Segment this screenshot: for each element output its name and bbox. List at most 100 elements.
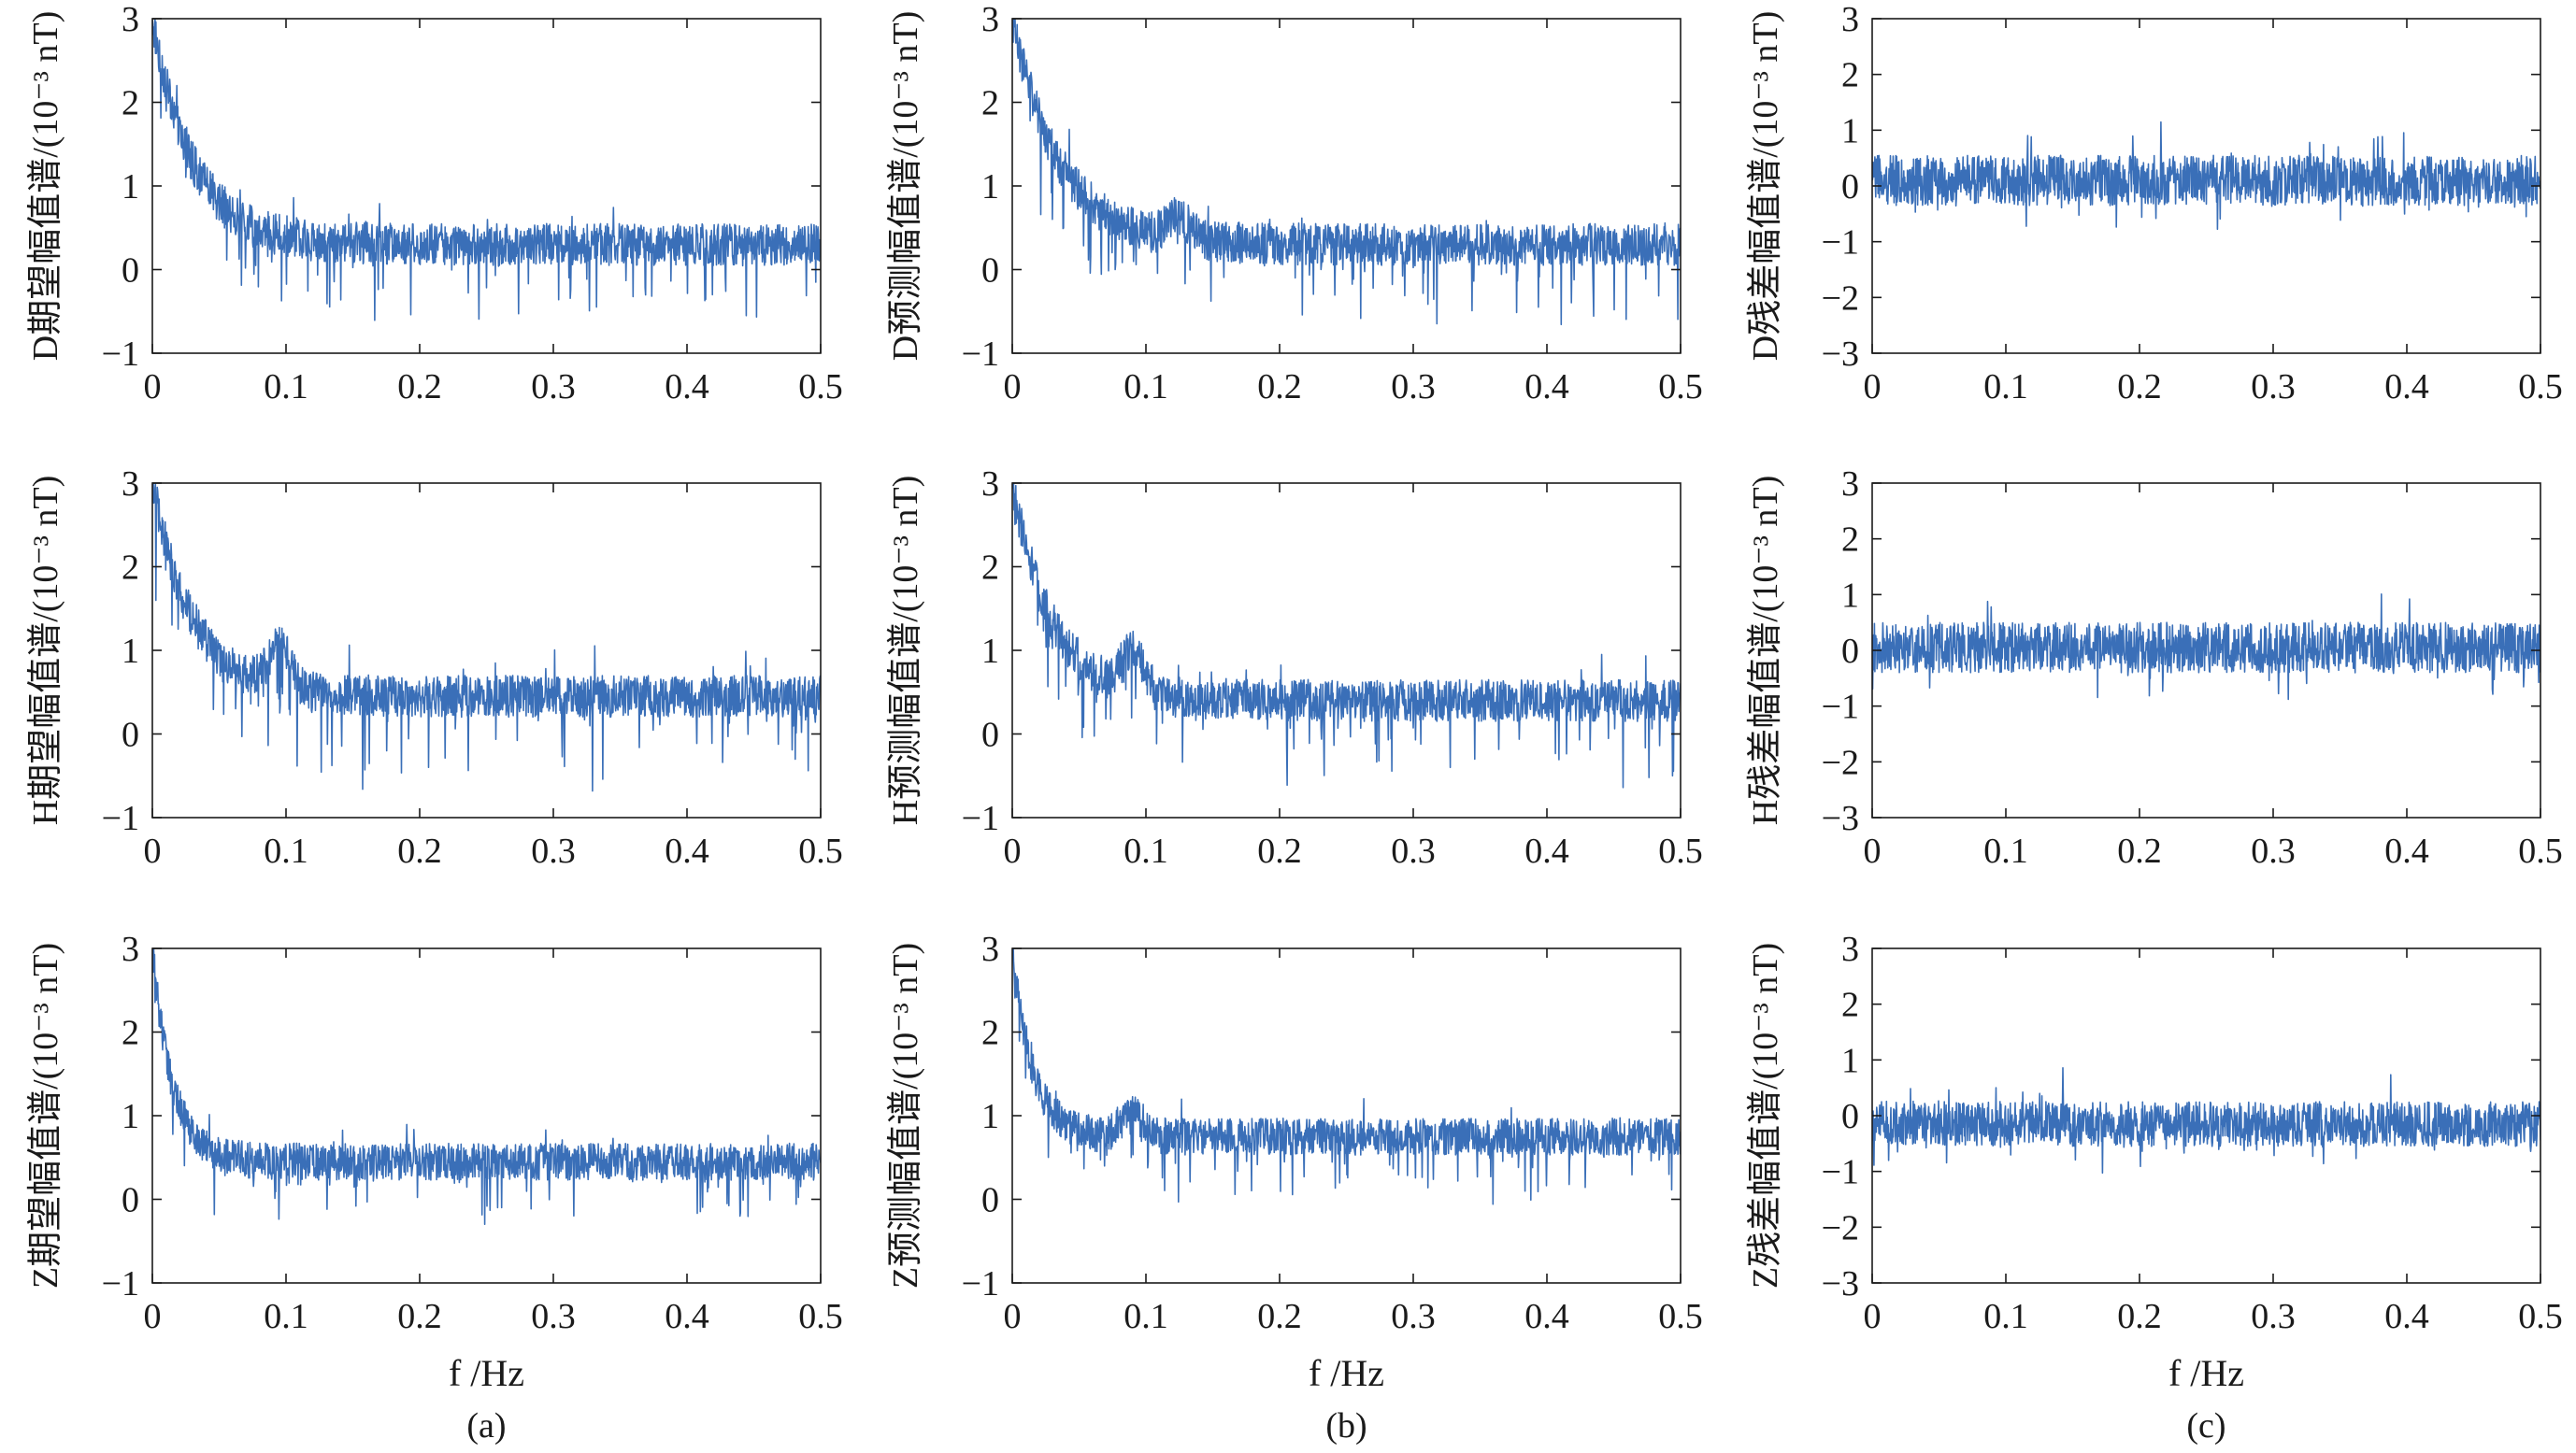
axes-frame [151,482,822,819]
y-tick-label: −1 [1822,1153,1859,1192]
x-tick-label: 0.3 [2251,832,2296,871]
y-tick-label: 2 [122,548,139,588]
x-tick-label: 0 [1864,367,1882,406]
y-tick-label: 1 [122,167,139,207]
x-tick-label: 0 [144,367,162,406]
y-tick-label: −1 [102,335,139,374]
x-tick-label: 0.5 [1658,832,1703,871]
y-tick-label: 0 [1841,1097,1859,1136]
y-tick-label: 2 [122,84,139,123]
chart-panel-D-residual: 0 0.1 0.2 0.3 0.4 0.5 −3 −2 −1 0 1 2 3 D残差幅值谱/(10⁻³ n… [1746,0,2563,406]
y-axis-label: Z预测幅值谱/(10⁻³ nT) [886,943,925,1289]
x-tick-label: 0.4 [1524,367,1569,406]
y-tick-label: 0 [122,251,139,291]
x-tick-label: 0.1 [1123,832,1168,871]
y-tick-label: −1 [962,1264,999,1303]
x-tick-label: 0.5 [1658,367,1703,406]
y-tick-label: 0 [981,1181,999,1220]
x-tick-label: 0.3 [2251,1297,2296,1336]
y-axis-label: H残差幅值谱/(10⁻³ nT) [1746,476,1785,825]
x-tick-label: 0.3 [531,367,576,406]
y-tick-label: 3 [981,464,999,504]
series-line-H-residual [1872,593,2540,701]
y-tick-label: 0 [981,716,999,755]
y-tick-label: 3 [1841,464,1859,504]
x-tick-label: 0 [1004,367,1022,406]
x-tick-label: 0.3 [531,1297,576,1336]
series-line-D-predicted [1012,19,1681,326]
y-tick-label: −1 [102,799,139,838]
y-tick-label: 1 [981,167,999,207]
x-tick-label: 0.3 [1391,1297,1436,1336]
axes-frame [1011,947,1682,1284]
y-tick-label: 0 [122,716,139,755]
x-tick-label: 0.3 [531,832,576,871]
x-tick-label: 0.1 [1983,832,2028,871]
y-tick-label: −2 [1822,743,1859,782]
x-tick-label: 0.4 [2384,832,2429,871]
x-tick-label: 0 [1864,1297,1882,1336]
y-tick-label: 3 [981,930,999,969]
x-tick-label: 0.2 [397,367,442,406]
y-axis-label: H预测幅值谱/(10⁻³ nT) [886,476,925,825]
y-tick-label: 3 [122,0,139,39]
x-tick-label: 0.5 [2518,367,2563,406]
x-tick-label: 0.4 [665,832,709,871]
y-tick-label: −2 [1822,1208,1859,1247]
y-tick-label: 3 [1841,930,1859,969]
x-tick-label: 0.5 [798,832,843,871]
y-tick-label: 1 [1841,111,1859,150]
x-tick-label: 0.2 [1257,1297,1302,1336]
series-line-Z-expected [152,948,821,1225]
series-line-D-residual [1872,121,2540,231]
x-axis-label: f /Hz [449,1352,524,1394]
x-tick-label: 0.4 [1524,1297,1569,1336]
x-tick-label: 0 [1004,832,1022,871]
y-tick-label: 3 [981,0,999,39]
x-tick-label: 0.4 [1524,832,1569,871]
y-tick-label: 0 [122,1181,139,1220]
x-tick-label: 0.1 [264,367,308,406]
y-tick-label: 2 [122,1014,139,1053]
x-tick-label: 0.1 [1123,1297,1168,1336]
x-tick-label: 0.2 [397,832,442,871]
y-tick-label: 1 [122,632,139,671]
series-line-Z-residual [1872,1067,2540,1175]
x-tick-label: 0 [144,832,162,871]
x-tick-label: 0.2 [1257,832,1302,871]
y-tick-label: 3 [1841,0,1859,39]
x-tick-label: 0.5 [798,1297,843,1336]
x-tick-label: 0.1 [264,1297,308,1336]
y-tick-label: 1 [981,632,999,671]
x-tick-label: 0.4 [2384,367,2429,406]
x-tick-label: 0.1 [1983,1297,2028,1336]
panel-label: (a) [466,1406,506,1446]
y-tick-label: 3 [122,930,139,969]
y-tick-label: −1 [102,1264,139,1303]
x-tick-label: 0 [1004,1297,1022,1336]
y-tick-label: 2 [1841,520,1859,560]
x-tick-label: 0.5 [798,367,843,406]
x-tick-label: 0 [144,1297,162,1336]
x-tick-label: 0.2 [397,1297,442,1336]
x-tick-label: 0.5 [1658,1297,1703,1336]
y-tick-label: −3 [1822,335,1859,374]
y-tick-label: 1 [981,1097,999,1136]
series-line-H-expected [152,483,821,792]
chart-panel-Z-residual: 0 0.1 0.2 0.3 0.4 0.5 −3 −2 −1 0 1 2 3 Z残差幅值谱/(10⁻³ n… [1746,930,2563,1336]
series-line-Z-predicted [1012,948,1681,1205]
axes-frame [151,18,822,354]
y-tick-label: 0 [981,251,999,291]
y-tick-label: −2 [1822,278,1859,318]
x-tick-label: 0 [1864,832,1882,871]
y-axis-label: Z期望幅值谱/(10⁻³ nT) [26,943,65,1289]
x-tick-label: 0.1 [1123,367,1168,406]
series-line-H-predicted [1012,483,1681,789]
chart-panel-H-residual: 0 0.1 0.2 0.3 0.4 0.5 −3 −2 −1 0 1 2 3 H残差幅值谱/(10⁻³ n… [1746,464,2563,871]
y-tick-label: 1 [122,1097,139,1136]
panel-label: (c) [2186,1406,2225,1446]
y-axis-label: D期望幅值谱/(10⁻³ nT) [26,11,65,361]
